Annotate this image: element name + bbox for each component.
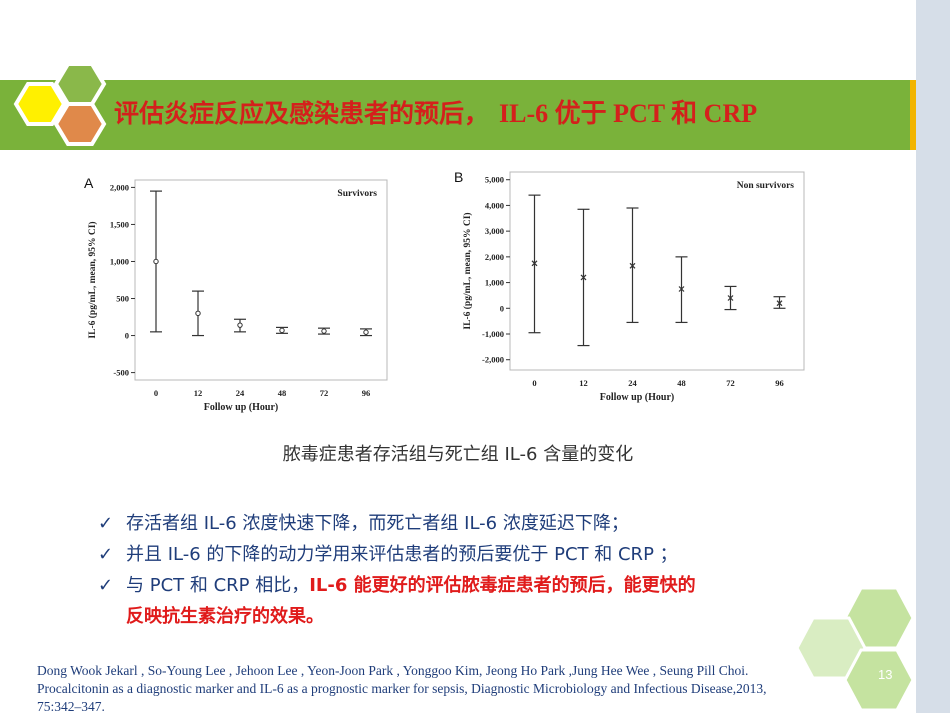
y-axis-label: IL-6 (pg/mL, mean, 95% CI) xyxy=(462,212,473,329)
x-tick-label: 0 xyxy=(532,378,536,388)
y-tick-label: -2,000 xyxy=(482,355,504,365)
figure-caption: 脓毒症患者存活组与死亡组 IL-6 含量的变化 xyxy=(282,444,634,465)
legend-label: Non survivors xyxy=(737,181,795,191)
y-tick-label: 0 xyxy=(125,331,129,341)
y-tick-label: 500 xyxy=(116,294,129,304)
x-tick-label: 24 xyxy=(628,378,637,388)
mean-point xyxy=(279,327,285,334)
title-tail: IL-6 优于 PCT 和 CRP xyxy=(499,99,758,128)
page-number: 13 xyxy=(878,667,893,682)
x-tick-label: 0 xyxy=(154,388,158,398)
citation-line: Dong Wook Jekarl , So-Young Lee , Jehoon… xyxy=(37,663,749,678)
plot-area xyxy=(509,171,805,371)
y-tick-label: 1,000 xyxy=(110,256,129,266)
mean-point xyxy=(153,258,159,265)
mean-point xyxy=(321,328,327,334)
y-tick-label: 4,000 xyxy=(485,200,504,210)
y-tick-label: 2,000 xyxy=(110,182,129,192)
y-tick-label: 1,000 xyxy=(485,278,504,288)
x-axis-label: Follow up (Hour) xyxy=(600,392,674,403)
x-tick-label: 96 xyxy=(362,388,371,398)
hexagon-decoration xyxy=(13,62,107,146)
panel-label: B xyxy=(454,169,463,185)
x-tick-label: 72 xyxy=(320,388,329,398)
mean-point xyxy=(678,286,685,292)
bullet-item: ✓ 并且 IL-6 的下降的动力学用来评估患者的预后要优于 PCT 和 CRP ； xyxy=(96,539,886,570)
hexagon-light-left xyxy=(795,616,867,680)
x-tick-label: 12 xyxy=(579,378,588,388)
hexagon-light-bottom xyxy=(843,648,915,710)
title-main: 评估炎症反应及感染患者的预后， xyxy=(114,99,490,128)
mean-point xyxy=(580,274,587,281)
x-tick-label: 48 xyxy=(677,378,686,388)
y-tick-label: 2,000 xyxy=(485,252,504,262)
citation: Dong Wook Jekarl , So-Young Lee , Jehoon… xyxy=(37,662,907,716)
side-rail xyxy=(916,0,950,713)
x-axis-label: Follow up (Hour) xyxy=(204,402,278,413)
panel-label: A xyxy=(84,175,94,191)
mean-marker-stroke xyxy=(629,262,636,269)
mean-point xyxy=(195,310,201,317)
citation-line: 75:342–347. xyxy=(37,699,105,714)
hexagon-yellow xyxy=(13,82,67,126)
chart-non-survivors: B Non survivors -2,000 -1,000 0 1,000 2,000 3,0… xyxy=(454,169,805,403)
bullet-text: 与 PCT 和 CRP 相比， xyxy=(126,575,310,596)
y-tick-label: 3,000 xyxy=(485,226,504,236)
mean-marker-stroke xyxy=(678,286,685,292)
y-tick-label: 0 xyxy=(500,303,504,313)
mean-point xyxy=(727,295,734,301)
y-tick-label: -1,000 xyxy=(482,329,504,339)
x-tick-label: 72 xyxy=(726,378,735,388)
y-axis-label: IL-6 (pg/mL, mean, 95% CI) xyxy=(87,221,98,338)
slide-title: 评估炎症反应及感染患者的预后， IL-6 优于 PCT 和 CRP xyxy=(114,96,757,132)
mean-point xyxy=(363,329,369,335)
x-tick-label: 96 xyxy=(775,378,784,388)
mean-marker-stroke xyxy=(580,274,587,281)
citation-line: Procalcitonin as a diagnostic marker and… xyxy=(37,681,767,696)
bullet-continuation: 反映抗生素治疗的效果。 xyxy=(126,606,324,627)
plot-area xyxy=(134,179,388,381)
mean-marker-stroke xyxy=(531,260,538,267)
y-tick-label: 1,500 xyxy=(110,219,129,229)
title-accent xyxy=(910,80,916,150)
check-icon: ✓ xyxy=(98,575,114,596)
check-icon: ✓ xyxy=(98,513,114,534)
mean-point xyxy=(237,322,243,328)
bullet-item: ✓ 与 PCT 和 CRP 相比，IL-6 能更好的评估脓毒症患者的预后，能更快的… xyxy=(96,570,886,632)
x-tick-label: 48 xyxy=(278,388,287,398)
bullet-emphasis: IL-6 能更好的评估脓毒症患者的预后，能更快的 xyxy=(309,575,696,596)
legend-label: Survivors xyxy=(337,189,377,199)
mean-point xyxy=(776,300,783,307)
hexagon-orange xyxy=(53,102,107,146)
bullet-list: ✓ 存活者组 IL-6 浓度快速下降，而死亡者组 IL-6 浓度延迟下降； ✓ 并且… xyxy=(96,508,886,632)
x-tick-label: 12 xyxy=(194,388,203,398)
title-bar xyxy=(0,80,916,150)
mean-marker-stroke xyxy=(776,300,783,307)
bullet-item: ✓ 存活者组 IL-6 浓度快速下降，而死亡者组 IL-6 浓度延迟下降； xyxy=(96,508,886,539)
mean-point xyxy=(531,260,538,267)
mean-marker-stroke xyxy=(727,295,734,301)
check-icon: ✓ xyxy=(98,544,114,565)
mean-point xyxy=(629,262,636,269)
y-tick-label: 5,000 xyxy=(485,175,504,185)
hexagon-green xyxy=(53,62,107,106)
y-tick-label: -500 xyxy=(113,368,129,378)
hexagon-decoration-bottom xyxy=(795,586,915,710)
bullet-text: 存活者组 IL-6 浓度快速下降，而死亡者组 IL-6 浓度延迟下降； xyxy=(126,513,629,534)
bullet-text: 并且 IL-6 的下降的动力学用来评估患者的预后要优于 PCT 和 CRP ； xyxy=(126,544,678,565)
chart-survivors: A Survivors -500 0 500 1,000 1,500 2,000 0 12 24 48… xyxy=(84,175,388,413)
x-tick-label: 24 xyxy=(236,388,245,398)
